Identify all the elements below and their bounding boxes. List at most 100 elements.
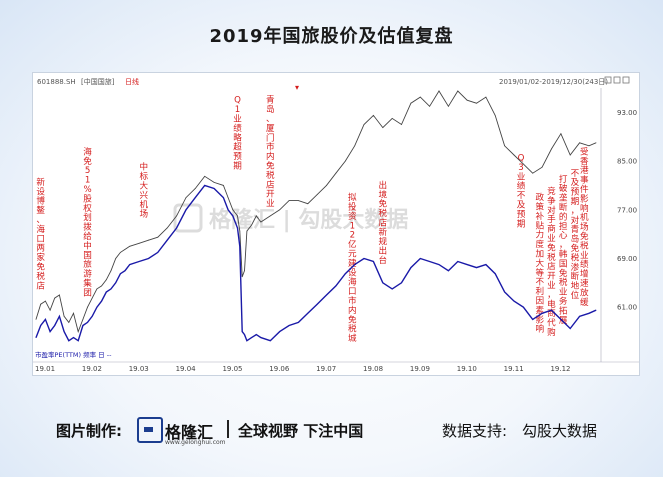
footer: 图片制作: 格隆汇 www.gelonghui.com 全球视野 下注中国 数据… [0,417,663,462]
pe-data-point [204,185,206,186]
price-data-point [523,163,524,165]
price-data-point [166,227,168,229]
price-data-point [49,309,51,311]
x-tick-label: 19.10 [457,365,477,373]
price-data-point [138,242,140,244]
x-tick-label: 19.09 [410,365,430,373]
annotation: 政策补贴力度加大等不利因素影响 [535,191,544,335]
annotation-text: 新设博鳌、海口两家免税店 [36,176,45,291]
price-data-point [87,306,88,308]
annotation-text: 海免 5 1 %股权划拨给中国旅游集团 [83,145,92,298]
pe-data-point [213,188,215,189]
x-tick-label: 19.12 [550,365,570,373]
pe-data-point [96,306,98,308]
price-data-point [77,331,79,332]
annotation-text: 青岛、厦门市内免税店开业 [266,94,275,209]
x-tick-label: 19.02 [82,365,102,373]
pe-data-point [239,245,241,247]
pe-data-point [73,337,74,338]
annotation: 打破垄断的担心，韩国免税业务拓展 [559,173,568,326]
y-tick-label: 85.00 [617,158,637,166]
pe-data-point [494,273,496,275]
price-data-point [410,102,412,104]
annotation: 不及预期，对青岛免税渗断地位 [571,168,580,301]
toolbar-icon-2[interactable] [613,76,621,84]
watermark: 格隆汇 | 勾股大数据 [173,203,408,233]
pe-data-point [279,331,281,332]
ticker-name: [中国国旅] [81,77,115,86]
price-data-point [532,172,534,174]
annotation: 竞争对手商业免税店开业，电商代购 [547,185,556,338]
chart-panel: 601888.SH [中国国旅] 日线 2019/01/02-2019/12/3… [32,72,640,376]
price-data-point [588,145,590,147]
price-data-point [373,115,374,116]
pe-data-point [476,267,477,268]
price-data-point [551,148,552,150]
pe-data-point [532,319,534,320]
toolbar-icon-3[interactable] [622,76,630,84]
toolbar-icon-1[interactable] [604,76,612,84]
price-data-point [244,270,245,272]
header-toolbar-icons[interactable] [604,76,630,84]
pe-data-point [438,264,440,265]
price-data-point [213,182,215,183]
pe-data-point [504,291,505,293]
pe-data-point [49,331,51,332]
pe-data-point [87,322,88,323]
price-data-point [307,203,309,205]
pe-data-point [237,227,238,229]
pe-data-point [110,288,112,290]
price-data-point [438,90,440,92]
price-data-point [382,127,384,128]
price-data-point [316,194,318,195]
price-data-point [148,239,149,241]
price-data-point [227,197,229,198]
price-data-point [120,252,121,253]
pe-data-point [316,303,318,305]
price-data-point [298,200,299,201]
series-points [35,90,597,342]
price-data-point [194,188,196,189]
price-data-point [105,279,107,281]
data-source: 勾股大数据 [522,422,598,440]
price-data-point [541,166,543,168]
pe-data-point [54,325,56,326]
period-label: 日线 [125,77,139,86]
pe-data-point [410,267,412,268]
price-data-point [124,249,126,250]
pe-data-point [59,315,60,317]
annotation: Q 1 业绩略超预期 [233,96,242,172]
pe-data-point [176,227,178,229]
pe-data-point [45,319,46,320]
price-data-point [239,230,241,232]
y-tick-label: 93.00 [617,109,637,117]
annotation-text: 出境免税店新规出台 [378,179,387,266]
pe-data-point [185,209,187,211]
pe-data-point [382,282,384,284]
pe-data-point [485,264,487,265]
date-range: 2019/01/02-2019/12/30(243日) [499,78,608,86]
price-data-point [429,105,430,107]
pe-data-point [595,309,597,311]
pe-data-point [68,340,70,342]
price-data-point [504,145,505,147]
price-data-point [466,99,468,101]
annotation-text: 拟投资 1 2 亿元建设海口市内免税城 [348,191,357,344]
made-by-label: 图片制作: [56,422,122,440]
price-data-point [35,319,37,320]
pe-data-point [40,325,42,326]
pe-data-point [335,285,337,287]
price-data-point [457,90,459,92]
price-data-point [63,315,65,317]
price-data-point [54,297,56,299]
chart-title: 2019年国旅股价及估值复盘 [209,26,454,47]
price-data-point [595,142,597,144]
price-data-point [96,288,98,290]
price-data-point [91,297,93,299]
price-data-point [204,175,206,177]
y-tick-label: 77.00 [617,206,637,214]
pe-data-point [391,288,393,290]
pe-data-point [77,340,79,342]
price-data-point [419,96,421,98]
ticker-code: 601888.SH [37,78,76,86]
